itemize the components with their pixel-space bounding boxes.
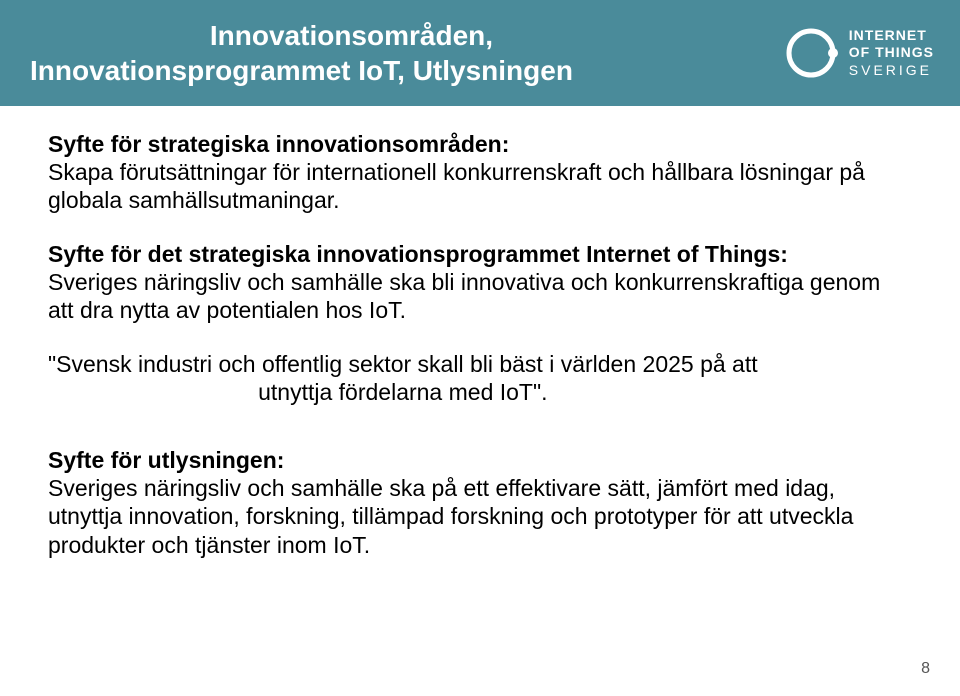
page-number: 8 <box>921 660 930 678</box>
logo-circle-icon <box>783 25 839 81</box>
paragraph-2: Syfte för det strategiska innovationspro… <box>48 240 900 324</box>
slide-title-line2: Innovationsprogrammet IoT, Utlysningen <box>30 53 573 88</box>
p3-body: Sveriges näringsliv och samhälle ska på … <box>48 475 853 557</box>
quote-block: "Svensk industri och offentlig sektor sk… <box>48 350 900 406</box>
logo-text-line2: OF THINGS <box>849 44 934 62</box>
p1-lead: Syfte för strategiska innovationsområden… <box>48 131 509 157</box>
slide-title: Innovationsområden, Innovationsprogramme… <box>0 18 573 88</box>
header-band: Innovationsområden, Innovationsprogramme… <box>0 0 960 106</box>
p2-lead: Syfte för det strategiska innovationspro… <box>48 241 788 267</box>
iot-sverige-logo: INTERNET OF THINGS SVERIGE <box>783 25 934 81</box>
paragraph-3: Syfte för utlysningen: Sveriges näringsl… <box>48 446 900 558</box>
p1-body: Skapa förutsättningar för internationell… <box>48 159 865 213</box>
logo-text-line1: INTERNET <box>849 27 934 45</box>
quote-line1: "Svensk industri och offentlig sektor sk… <box>48 351 758 377</box>
slide-title-line1: Innovationsområden, <box>30 18 573 53</box>
logo-text-line3: SVERIGE <box>849 62 934 80</box>
slide-body: Syfte för strategiska innovationsområden… <box>48 130 900 585</box>
paragraph-1: Syfte för strategiska innovationsområden… <box>48 130 900 214</box>
p2-body: Sveriges näringsliv och samhälle ska bli… <box>48 269 880 323</box>
quote-line2: utnyttja fördelarna med IoT". <box>258 379 547 405</box>
slide: Innovationsområden, Innovationsprogramme… <box>0 0 960 696</box>
p3-lead: Syfte för utlysningen: <box>48 447 284 473</box>
logo-text: INTERNET OF THINGS SVERIGE <box>849 27 934 80</box>
